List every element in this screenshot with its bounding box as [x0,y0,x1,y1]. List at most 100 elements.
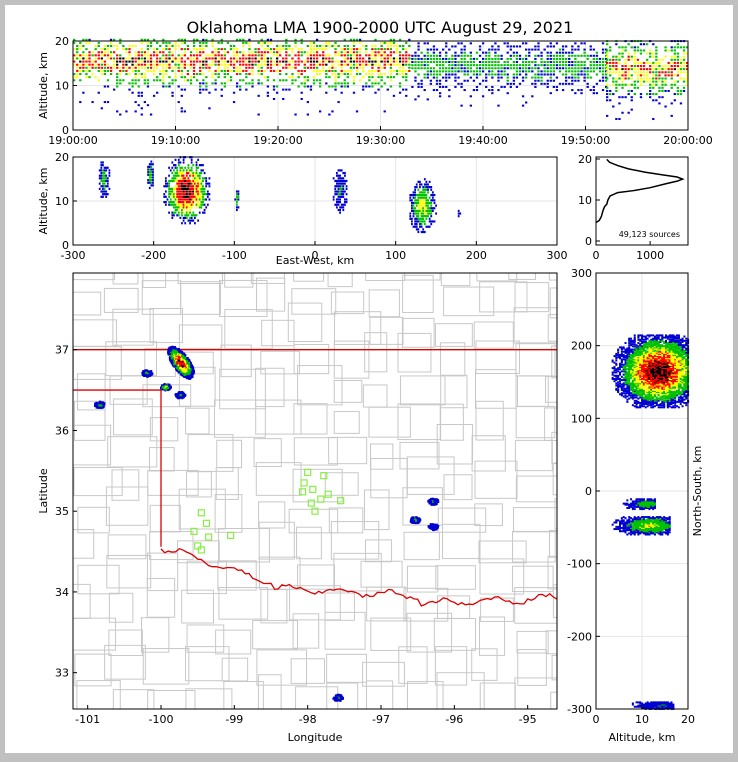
density-cell [101,70,103,72]
density-cell [138,104,140,106]
density-cell [199,190,201,192]
density-cell [156,61,158,63]
density-cell [310,64,312,66]
density-cell [580,67,582,69]
density-cell [442,86,444,88]
density-cell [325,76,327,78]
density-cell [183,177,185,179]
density-cell [356,110,358,112]
density-cell [88,39,90,41]
density-cell [204,209,206,211]
density-cell [390,42,392,44]
density-cell [683,49,685,51]
density-cell [113,61,115,63]
density-cell [105,193,107,195]
density-cell [331,67,333,69]
density-cell [590,70,592,72]
density-cell [150,70,152,72]
density-cell [421,212,423,214]
density-cell [342,209,344,211]
density-cell [242,70,244,72]
density-cell [643,43,645,45]
density-cell [99,177,101,179]
density-cell [640,74,642,76]
density-cell [494,58,496,60]
density-cell [176,169,178,171]
density-cell [194,188,196,190]
density-cell [371,73,373,75]
density-cell [218,48,220,50]
density-cell [258,114,260,116]
density-cell [173,190,175,192]
density-cell [464,52,466,54]
density-cell [593,92,595,94]
density-cell [519,83,521,85]
density-cell [236,51,238,53]
density-cell [559,52,561,54]
density-cell [248,54,250,56]
density-cell [534,73,536,75]
density-cell [171,51,173,53]
density-cell [189,370,191,372]
density-cell [387,48,389,50]
density-cell [621,71,623,73]
density-cell [381,86,383,88]
density-cell [550,92,552,94]
density-cell [417,61,419,63]
density-cell [192,175,194,177]
density-cell [313,42,315,44]
y-axis-label: Latitude [37,468,50,514]
density-cell [178,180,180,182]
density-cell [381,73,383,75]
density-cell [196,164,198,166]
density-cell [341,54,343,56]
density-cell [339,209,341,211]
density-cell [186,217,188,219]
density-cell [371,86,373,88]
density-cell [187,375,189,377]
density-cell [91,67,93,69]
density-cell [621,383,623,385]
density-cell [104,183,106,185]
density-cell [451,45,453,47]
density-cell [196,51,198,53]
density-cell [122,61,124,63]
density-cell [430,61,432,63]
density-cell [344,201,346,203]
density-cell [144,64,146,66]
density-cell [178,183,180,185]
density-cell [150,184,152,186]
density-cell [421,191,423,193]
density-cell [171,180,173,182]
density-cell [150,45,152,47]
density-cell [82,39,84,41]
density-cell [537,64,539,66]
density-cell [630,394,632,396]
density-cell [119,57,121,59]
density-cell [634,71,636,73]
density-cell [371,67,373,69]
density-cell [619,354,621,356]
density-cell [625,376,627,378]
density-cell [178,61,180,63]
density-cell [202,212,204,214]
density-cell [276,64,278,66]
density-cell [550,45,552,47]
density-cell [556,64,558,66]
density-cell [147,166,149,168]
density-cell [436,64,438,66]
density-cell [242,61,244,63]
density-cell [285,57,287,59]
density-cell [368,70,370,72]
y-tick-label: 0 [585,235,592,248]
density-cell [95,54,97,56]
density-cell [202,82,204,84]
density-cell [183,212,185,214]
density-cell [634,49,636,51]
density-cell [200,204,202,206]
density-cell [427,207,429,209]
density-cell [335,695,337,697]
density-cell [214,61,216,63]
density-cell [230,48,232,50]
density-cell [637,71,639,73]
